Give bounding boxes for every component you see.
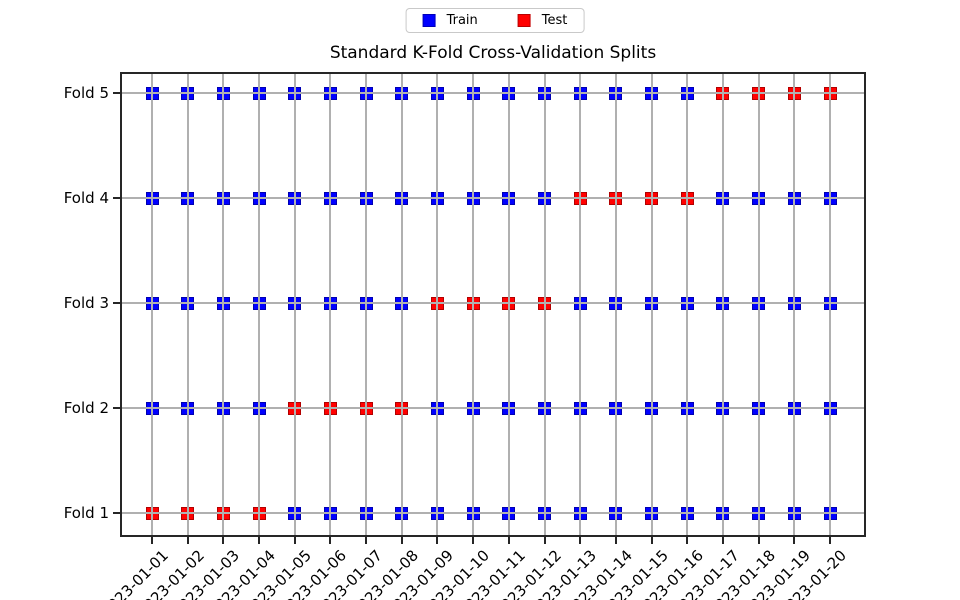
- y-tick: [113, 512, 120, 514]
- y-tick-label: Fold 3: [63, 294, 109, 312]
- legend-item-test: Test: [517, 13, 568, 28]
- x-tick-label: 2023-01-10: [418, 546, 494, 600]
- x-tick: [543, 537, 546, 544]
- x-tick-label: 2023-01-04: [204, 546, 280, 600]
- x-tick-label: 2023-01-13: [525, 546, 601, 600]
- x-tick-label: 2023-01-19: [739, 546, 815, 600]
- x-tick: [650, 537, 653, 544]
- x-tick-label: 2023-01-20: [775, 546, 851, 600]
- y-tick-label: Fold 2: [63, 399, 109, 417]
- x-tick: [329, 537, 332, 544]
- x-tick: [721, 537, 724, 544]
- x-tick: [829, 537, 831, 544]
- legend-item-train: Train: [422, 13, 478, 28]
- x-tick: [472, 537, 475, 544]
- x-tick-label: 2023-01-08: [347, 546, 422, 600]
- y-tick: [113, 92, 120, 94]
- x-tick-label: 2023-01-07: [311, 546, 387, 600]
- test-marker-icon: [517, 14, 531, 27]
- x-tick: [436, 537, 439, 544]
- x-tick: [365, 537, 368, 544]
- x-tick: [186, 537, 189, 544]
- x-tick: [757, 537, 760, 544]
- x-tick: [400, 537, 403, 544]
- x-tick: [686, 537, 689, 544]
- x-tick-label: 2023-01-18: [704, 546, 779, 600]
- y-tick-label: Fold 4: [63, 189, 109, 207]
- x-tick-label: 2023-01-02: [133, 546, 208, 600]
- x-tick-label: 2023-01-03: [169, 546, 244, 600]
- legend-label-train: Train: [446, 13, 478, 28]
- x-tick: [258, 537, 261, 544]
- y-tick: [113, 197, 120, 199]
- y-tick-label: Fold 1: [63, 504, 109, 522]
- x-tick-label: 2023-01-05: [240, 546, 315, 600]
- x-tick: [151, 537, 153, 544]
- x-tick: [614, 537, 617, 544]
- chart-title: Standard K-Fold Cross-Validation Splits: [329, 43, 657, 63]
- x-tick-label: 2023-01-15: [597, 546, 672, 600]
- x-tick: [222, 537, 225, 544]
- x-tick-label: 2023-01-11: [454, 546, 529, 600]
- y-tick: [113, 407, 120, 409]
- x-tick-label: 2023-01-17: [668, 546, 743, 600]
- x-tick-label: 2023-01-14: [561, 546, 636, 600]
- x-tick: [507, 537, 510, 544]
- train-marker-icon: [422, 14, 436, 27]
- y-tick-label: Fold 5: [63, 84, 109, 102]
- x-tick: [293, 537, 296, 544]
- y-tick: [113, 302, 120, 304]
- x-tick-label: 2023-01-12: [490, 546, 565, 600]
- x-tick-label: 2023-01-16: [632, 546, 708, 600]
- x-tick-label: 2023-01-09: [383, 546, 458, 600]
- plot-area-border: [120, 72, 866, 537]
- legend: Train Test: [405, 8, 585, 33]
- legend-label-test: Test: [541, 13, 568, 28]
- x-tick: [793, 537, 796, 544]
- x-tick: [579, 537, 582, 544]
- x-tick-label: 2023-01-06: [276, 546, 351, 600]
- x-tick-label: 2023-01-01: [97, 546, 173, 600]
